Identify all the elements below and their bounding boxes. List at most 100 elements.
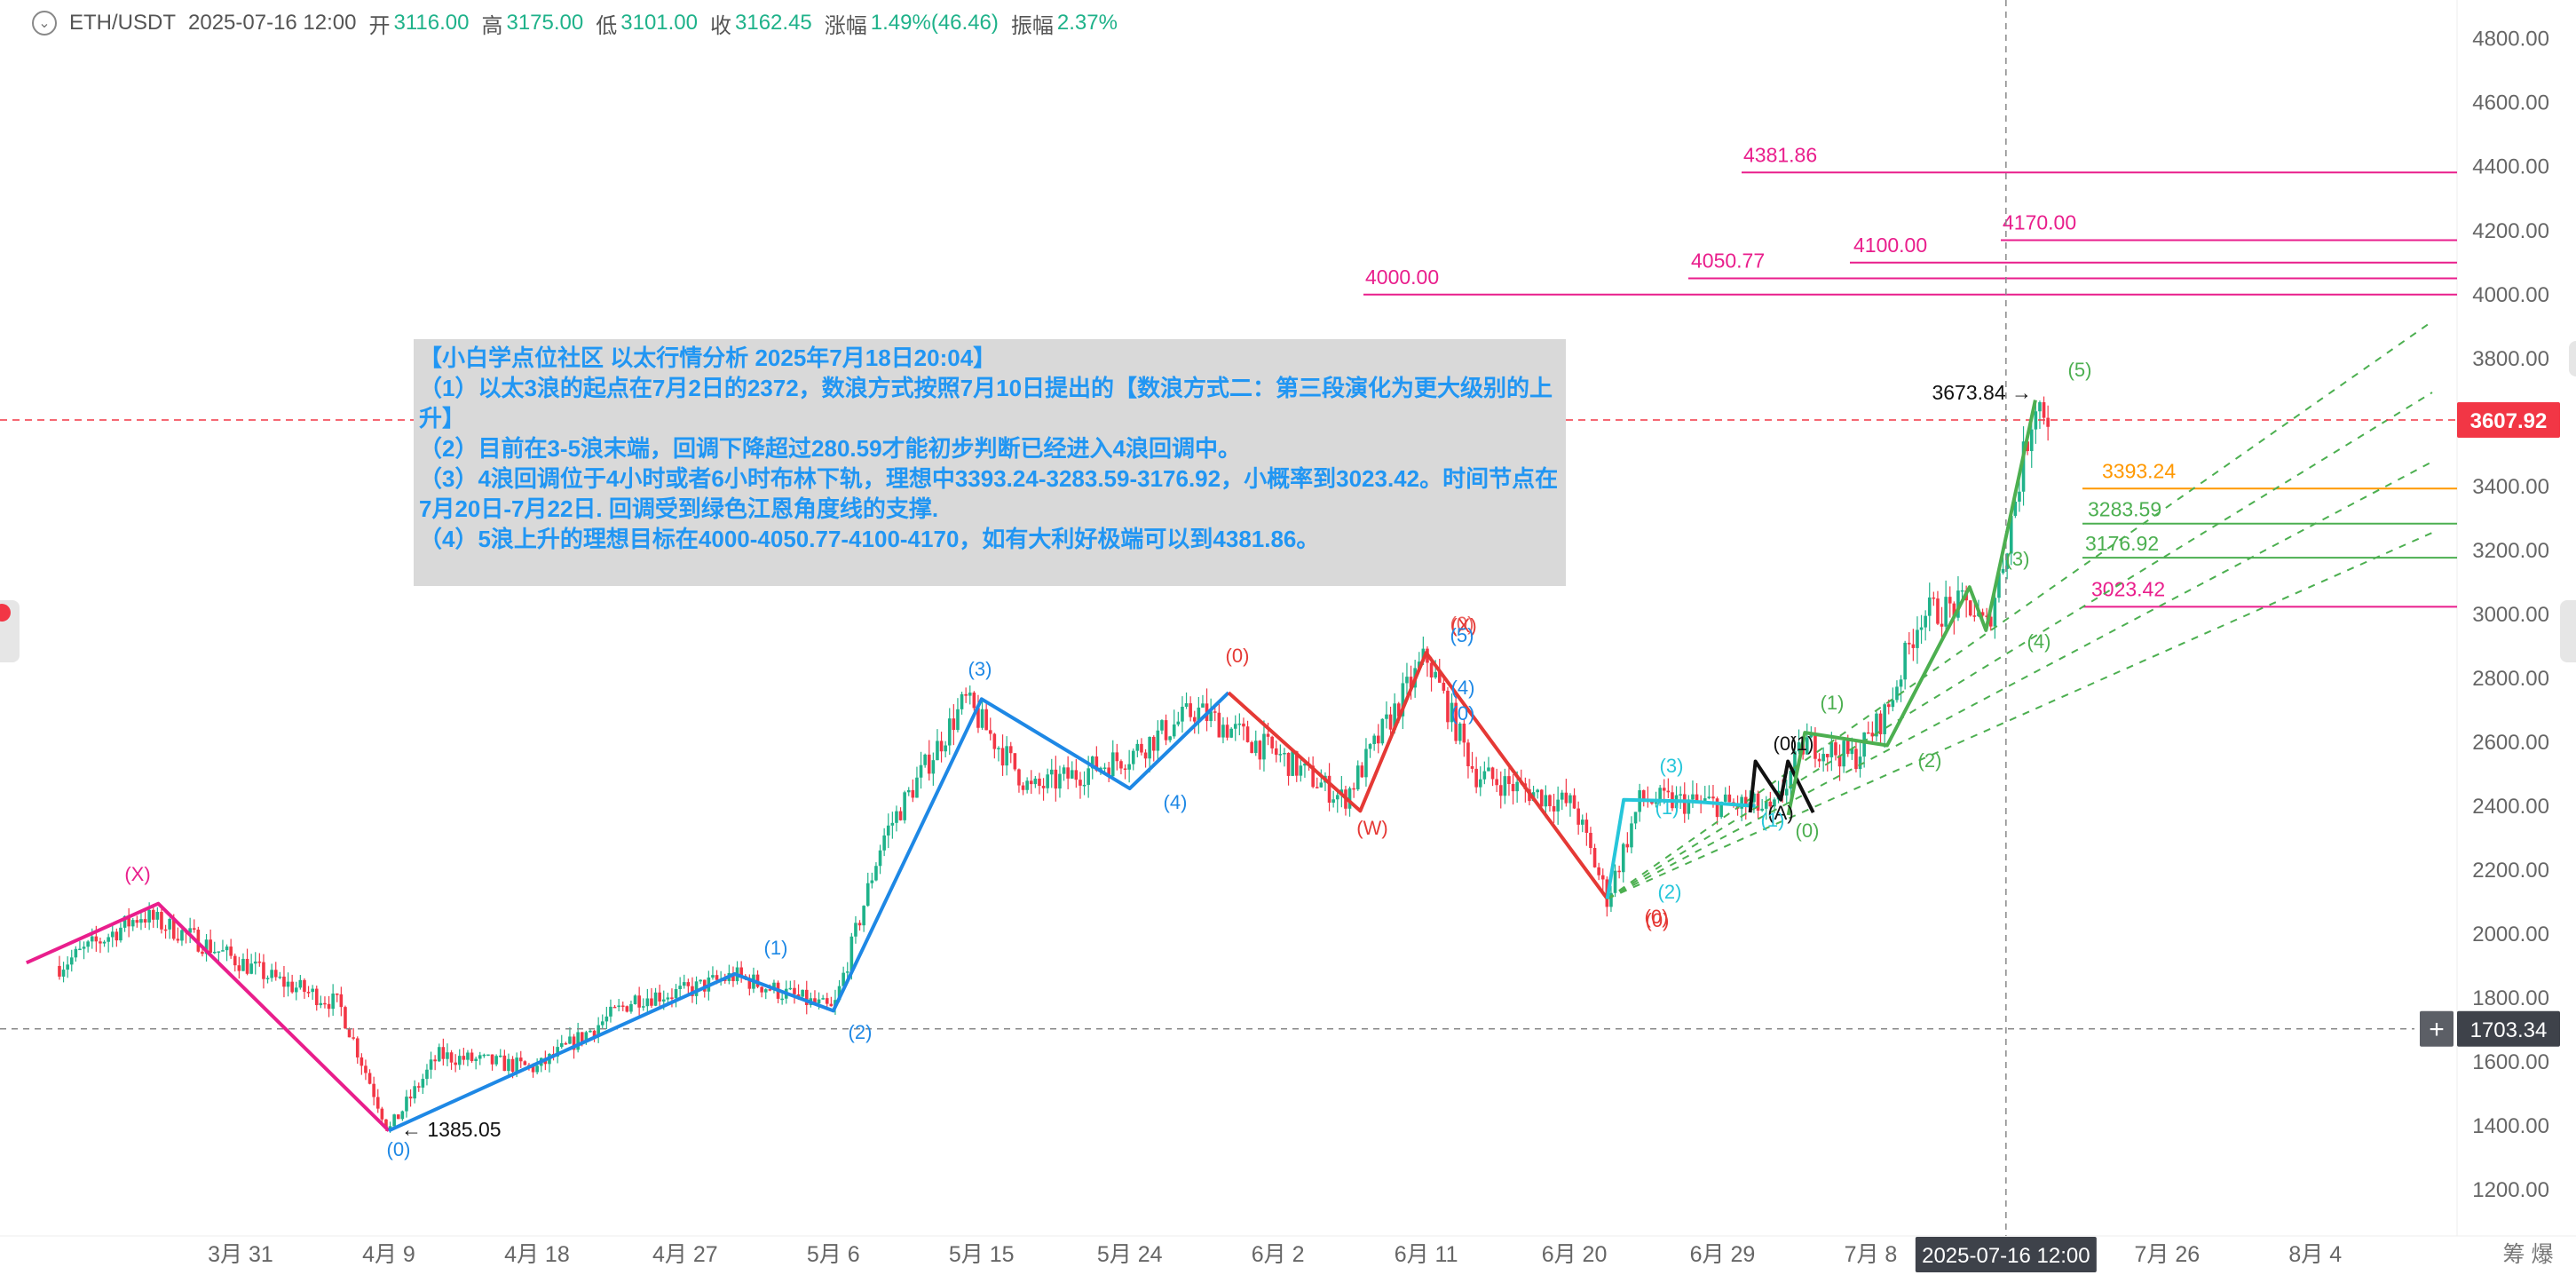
candle-body: [906, 789, 911, 793]
candle-body: [1319, 782, 1324, 788]
candle-body: [604, 1016, 609, 1022]
wave-line-green[interactable]: [1786, 400, 2037, 816]
elliott-wave-lines[interactable]: [25, 400, 2037, 1133]
wave-line-pink[interactable]: [25, 901, 391, 1132]
candle-body: [1005, 746, 1008, 766]
candle-body: [339, 994, 344, 1008]
open-label: 开: [368, 13, 391, 38]
candle-body: [229, 946, 233, 956]
right-panel-toggle[interactable]: [2560, 600, 2576, 662]
change-label: 涨幅: [824, 13, 867, 38]
amplitude-label: 振幅: [1010, 13, 1054, 38]
candle-body: [2018, 491, 2021, 503]
candle-body: [486, 1054, 490, 1057]
target-level-label: 3393.24: [2102, 459, 2176, 482]
candle-body: [1046, 774, 1049, 788]
candle-body: [171, 918, 176, 939]
gann-fan[interactable]: [1607, 321, 2433, 900]
candle-body: [311, 988, 314, 993]
candle-body: [163, 929, 168, 931]
time-axis[interactable]: 3月 31 4月 9 4月 18 4月 27 5月 6 5月 15 5月 24 6月 2 6月 …: [208, 1242, 2553, 1267]
low-label: 低: [596, 13, 618, 38]
wave-label: (2): [1658, 881, 1682, 903]
candle-body: [1079, 780, 1082, 786]
right-panel-handle[interactable]: [2569, 341, 2576, 376]
gann-fan-line[interactable]: [1607, 392, 2433, 900]
price-tags[interactable]: 3607.92 + 1703.34: [2420, 401, 2560, 1047]
candle-body: [1569, 795, 1572, 804]
candle-body: [2001, 568, 2005, 574]
candle-body: [1213, 711, 1217, 713]
candle-body: [1041, 786, 1046, 788]
candle-body: [1405, 677, 1409, 684]
current-price-tag-bg[interactable]: [2457, 401, 2560, 438]
gann-fan-line[interactable]: [1607, 321, 2433, 900]
candle-body: [1584, 820, 1589, 834]
wave-label: (5): [2068, 359, 2092, 381]
candle-body: [592, 1030, 597, 1036]
candle-body: [1482, 771, 1487, 780]
price-tick-label: 2400.00: [2472, 795, 2549, 819]
candlestick-series[interactable]: [58, 396, 2050, 1133]
candle-body: [980, 709, 984, 728]
candle-body: [1054, 769, 1058, 789]
candle-body: [2021, 441, 2026, 492]
crosshair-price-tag-bg: [2457, 1010, 2560, 1047]
wave-label: (1): [1761, 809, 1785, 831]
candle-body: [518, 1057, 523, 1062]
target-levels[interactable]: 4381.86 4170.00 4100.00 4050.77 4000.00 3393.…: [1363, 143, 2457, 608]
candle-body: [674, 989, 678, 999]
candle-body: [629, 1003, 633, 1012]
candle-body: [139, 919, 143, 923]
chevron-down-icon[interactable]: ⌄: [32, 11, 57, 36]
analysis-note[interactable]: 【小白学点位社区 以太行情分析 2025年7月18日20:04】 （1）以太3浪…: [414, 339, 1566, 586]
candle-body: [1140, 743, 1143, 753]
candle-body: [1662, 788, 1666, 791]
candle-body: [372, 1083, 375, 1097]
candle-body: [90, 936, 94, 942]
candle-body: [1932, 597, 1936, 599]
candle-body: [1813, 733, 1817, 759]
wave-label: (0): [1774, 733, 1798, 755]
candle-body: [1609, 892, 1613, 907]
candle-body: [490, 1054, 494, 1065]
candle-body: [1580, 820, 1584, 825]
wave-label: (1): [1655, 796, 1679, 819]
candle-body: [446, 1052, 449, 1059]
candle-body: [1666, 790, 1671, 793]
candle-body: [1434, 671, 1437, 678]
wave-line-red[interactable]: [1227, 651, 1609, 900]
wave-line-blue[interactable]: [388, 691, 1230, 1133]
target-level-label: 4170.00: [2003, 211, 2076, 234]
candle-body: [952, 718, 956, 731]
candle-body: [437, 1047, 441, 1062]
candle-body: [837, 986, 842, 1001]
price-tick-label: 3200.00: [2472, 539, 2549, 563]
candle-body: [462, 1056, 466, 1060]
time-tick-label: 8月 4: [2288, 1242, 2342, 1267]
candle-body: [903, 792, 906, 820]
high-label: 高: [481, 13, 503, 38]
high-value: 3175.00: [506, 11, 584, 35]
candle-body: [1924, 615, 1927, 628]
wave-label: (1): [764, 937, 788, 959]
note-line-title: 【小白学点位社区 以太行情分析 2025年7月18日20:04】: [419, 345, 997, 371]
candle-body: [653, 992, 658, 1006]
candle-body: [262, 962, 265, 979]
candle-body: [1544, 795, 1548, 807]
candle-body: [1115, 752, 1119, 762]
candle-body: [1854, 748, 1858, 770]
candle-body: [327, 1003, 331, 1010]
target-level-label: 4381.86: [1743, 143, 1817, 166]
symbol-label[interactable]: ETH/USDT: [69, 11, 176, 35]
wave-line-teal[interactable]: [1605, 797, 1756, 899]
candle-body: [344, 1007, 347, 1029]
price-axis-panel[interactable]: [2457, 0, 2576, 1279]
candle-body: [625, 1006, 629, 1012]
candle-body: [253, 961, 257, 964]
candle-body: [1335, 795, 1339, 800]
candle-body: [400, 1111, 405, 1120]
add-alert-button[interactable]: [2420, 1010, 2454, 1047]
